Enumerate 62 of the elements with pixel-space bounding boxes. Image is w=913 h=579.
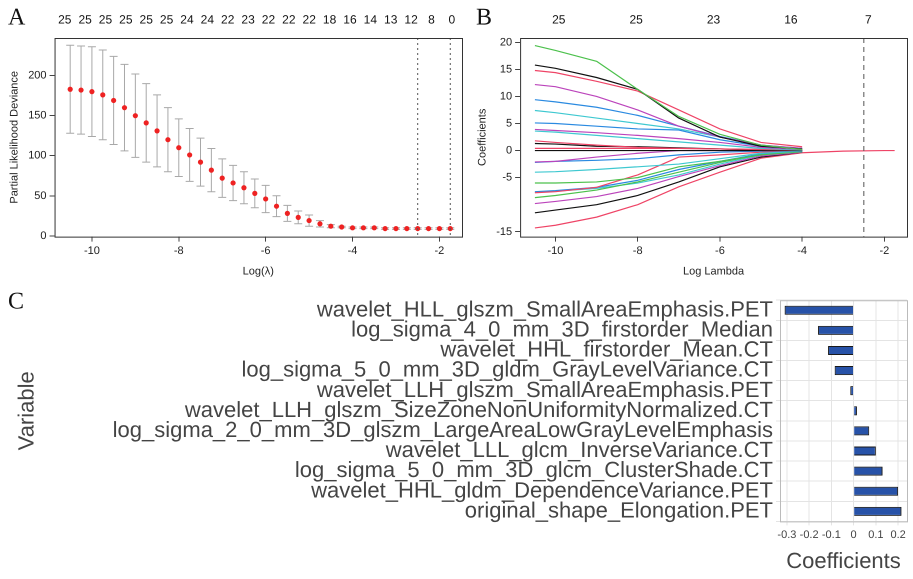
text: 18	[322, 12, 337, 26]
x-tick-label: 0.1	[868, 529, 884, 542]
x-tick-label: -2	[879, 245, 890, 258]
text: 23	[241, 12, 256, 26]
text: 23	[706, 12, 721, 26]
text: 25	[160, 12, 174, 26]
text: 25	[58, 12, 72, 26]
text: 25	[78, 12, 92, 26]
text: 7	[864, 12, 872, 26]
text: 25	[119, 12, 133, 26]
x-tick-label: -10	[548, 245, 564, 258]
text: 24	[200, 12, 214, 26]
text: C	[8, 288, 24, 314]
text: 25	[98, 12, 112, 26]
x-axis-title: Log Lambda	[682, 265, 746, 278]
y-tick-label: 10	[500, 90, 512, 102]
text: 13	[384, 12, 398, 26]
x-tick-label: -6	[260, 245, 271, 258]
text: 22	[302, 12, 316, 26]
y-tick-label: 15	[500, 63, 512, 76]
y-tick-label: 150	[28, 110, 47, 122]
x-tick-label: -0.1	[822, 529, 841, 542]
text: 14	[364, 12, 378, 26]
text: 16	[343, 12, 357, 26]
text: 0	[448, 12, 456, 26]
y-tick-label: 100	[28, 150, 47, 162]
x-tick-label: -4	[348, 245, 358, 258]
x-tick-label: 0	[850, 529, 857, 542]
y-tick-label: -5	[502, 172, 512, 184]
text: 12	[404, 12, 418, 26]
text: 25	[552, 12, 566, 26]
y-tick-label: 20	[500, 36, 512, 48]
text: 16	[784, 12, 798, 26]
text: 22	[262, 12, 276, 26]
text: 25	[140, 12, 154, 26]
y-axis-title: Coefficients	[476, 108, 489, 166]
text: B	[476, 4, 492, 30]
y-tick-label: 200	[28, 70, 47, 82]
y-tick-label: -15	[496, 226, 512, 238]
text: 25	[629, 12, 644, 26]
y-tick-label: 5	[506, 118, 512, 130]
x-tick-label: -6	[715, 245, 725, 258]
x-axis-title: Coefficients	[786, 548, 901, 573]
text: A	[8, 4, 26, 30]
y-tick-label: 50	[34, 190, 47, 202]
y-tick-label: 0	[40, 230, 47, 242]
x-tick-label: -8	[632, 245, 643, 258]
y-tick-label: 0	[506, 144, 512, 157]
x-axis-title: Log(λ)	[242, 265, 274, 278]
x-tick-label: 0.2	[890, 529, 906, 542]
x-tick-label: -8	[174, 245, 184, 258]
y-axis-title: Partial Likelihood Deviance	[8, 70, 21, 204]
x-tick-label: -4	[797, 245, 808, 258]
text: 24	[180, 12, 194, 26]
text: 8	[428, 12, 436, 26]
text: 22	[221, 12, 235, 26]
x-tick-label: -10	[84, 245, 100, 258]
x-tick-label: -0.3	[777, 529, 796, 542]
y-axis-title: Variable	[13, 371, 38, 450]
x-tick-label: -2	[434, 245, 444, 258]
text: 22	[282, 12, 296, 26]
x-tick-label: -0.2	[800, 529, 819, 542]
